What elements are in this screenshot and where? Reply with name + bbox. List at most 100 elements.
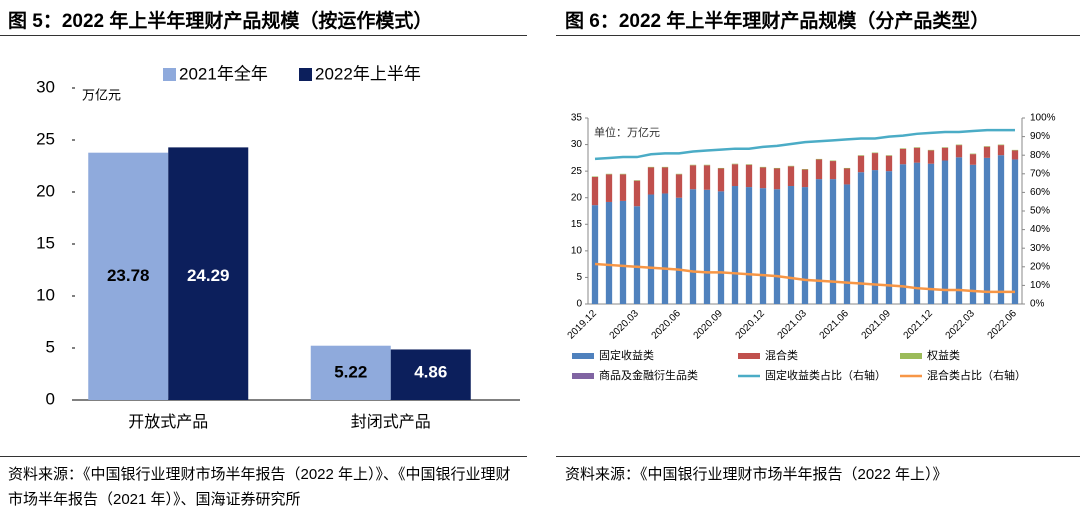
bar-segment xyxy=(647,167,655,195)
bar-segment xyxy=(815,158,823,160)
bar-segment xyxy=(717,167,725,169)
legend-label: 2021年全年 xyxy=(179,64,268,83)
x-tick-label: 2022.03 xyxy=(944,308,978,342)
bar-segment xyxy=(703,165,711,190)
bar-segment xyxy=(997,155,1005,304)
bar-segment xyxy=(619,200,627,304)
legend-label: 混合类 xyxy=(765,348,798,362)
bar-segment xyxy=(871,170,879,304)
y-tick-label: 0 xyxy=(576,299,582,310)
bar-segment xyxy=(871,153,879,171)
bar-segment xyxy=(927,149,935,151)
bar-segment xyxy=(899,148,907,149)
bar-segment xyxy=(787,186,795,304)
bar-segment xyxy=(619,173,627,175)
bar-segment xyxy=(871,152,879,154)
bar-segment xyxy=(647,166,655,168)
y-tick-label: 5 xyxy=(46,337,55,356)
bar-segment xyxy=(759,167,767,189)
bar-segment xyxy=(997,144,1005,146)
y-tick-label: 25 xyxy=(571,166,583,177)
y-axis-label: 万亿元 xyxy=(82,87,121,102)
bar-segment xyxy=(969,153,977,155)
y2-tick-label: 60% xyxy=(1030,187,1050,198)
y-tick-label: 10 xyxy=(36,285,55,304)
x-tick-label: 2022.06 xyxy=(986,308,1020,342)
bar-segment xyxy=(591,176,599,177)
bar-segment xyxy=(647,194,655,304)
bar-segment xyxy=(689,164,697,166)
y2-tick-label: 100% xyxy=(1030,113,1056,124)
figure-title: 图 6：2022 年上半年理财产品规模（分产品类型） xyxy=(565,11,990,32)
legend-label: 混合类占比（右轴） xyxy=(927,368,1026,382)
bar-segment xyxy=(605,174,613,202)
y-tick-label: 25 xyxy=(36,129,55,148)
bar-segment xyxy=(745,164,753,165)
y-tick-label: 35 xyxy=(571,113,583,124)
y2-tick-label: 0% xyxy=(1030,299,1045,310)
bar-segment xyxy=(717,168,725,192)
bar-segment xyxy=(955,157,963,304)
bar-segment xyxy=(955,145,963,158)
y2-tick-label: 70% xyxy=(1030,168,1050,179)
bar-segment xyxy=(885,171,893,304)
legend-label: 固定收益类 xyxy=(599,348,654,362)
source-rule xyxy=(556,456,1080,457)
x-tick-label: 2019.12 xyxy=(566,308,600,342)
bar-segment xyxy=(619,174,627,201)
bar-segment xyxy=(829,179,837,304)
y-tick-label: 15 xyxy=(571,219,583,230)
bar-segment xyxy=(731,164,739,187)
bar-segment xyxy=(773,168,781,190)
bar-segment xyxy=(941,160,949,304)
bar-segment xyxy=(717,191,725,304)
x-tick-label: 2020.09 xyxy=(692,308,726,342)
bar-segment xyxy=(1011,149,1019,151)
x-tick-label: 2020.03 xyxy=(608,308,642,342)
data-label: 23.78 xyxy=(107,266,150,285)
bar-segment xyxy=(661,167,669,194)
bar-segment xyxy=(927,150,935,164)
y2-tick-label: 80% xyxy=(1030,150,1050,161)
y2-tick-label: 20% xyxy=(1030,261,1050,272)
y-tick-label: 10 xyxy=(571,245,583,256)
bar-segment xyxy=(591,176,599,206)
x-tick-label: 2020.06 xyxy=(650,308,684,342)
bar-segment xyxy=(815,179,823,304)
source: 资料来源：《中国银行业理财市场半年报告（2022 年上）》 xyxy=(565,466,948,483)
bar-segment xyxy=(661,193,669,304)
bar-segment xyxy=(801,187,809,304)
bar-segment xyxy=(969,154,977,165)
source-rule xyxy=(0,456,527,457)
legend-swatch xyxy=(572,353,594,359)
bar-segment xyxy=(913,147,921,163)
x-tick-label: 2021.06 xyxy=(818,308,852,342)
y-tick-label: 30 xyxy=(571,139,583,150)
x-tick-label: 2021.03 xyxy=(776,308,810,342)
annotation: 单位：万亿元 xyxy=(594,125,660,139)
chart: 0 5 10 15 20 25 30 35 0% 10% 20% 30% 40% 50% 60% 70% 80%… xyxy=(566,113,1056,382)
bar-segment xyxy=(675,173,683,175)
bar-segment xyxy=(801,169,809,188)
y-tick-label: 30 xyxy=(36,77,55,96)
bar-segment xyxy=(745,164,753,188)
legend-label: 固定收益类占比（右轴） xyxy=(765,368,886,382)
bar-segment xyxy=(605,201,613,304)
bar-segment xyxy=(773,167,781,169)
data-label: 24.29 xyxy=(187,266,230,285)
bar-segment xyxy=(1011,150,1019,160)
bar-segment xyxy=(899,164,907,304)
bar-segment xyxy=(829,160,837,162)
bar xyxy=(88,152,169,400)
bar-segment xyxy=(983,146,991,147)
y2-tick-label: 30% xyxy=(1030,243,1050,254)
bar-segment xyxy=(801,169,809,170)
bar-segment xyxy=(815,159,823,180)
bar xyxy=(390,349,471,400)
legend-label: 2022年上半年 xyxy=(315,64,421,83)
x-tick-label: 2021.12 xyxy=(902,308,936,342)
line xyxy=(594,262,1015,294)
bar-segment xyxy=(913,147,921,148)
bar-segment xyxy=(759,188,767,304)
